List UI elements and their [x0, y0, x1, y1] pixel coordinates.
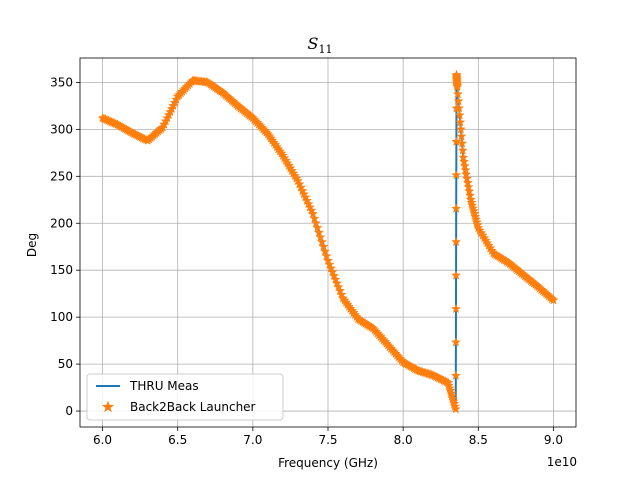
data-point-back2back-launcher — [450, 370, 461, 381]
data-point-back2back-launcher — [451, 203, 462, 213]
data-point-back2back-launcher — [452, 81, 463, 92]
data-point-back2back-launcher — [318, 241, 329, 252]
y-tick-label: 350 — [50, 75, 73, 89]
y-axis-label: Deg — [25, 233, 39, 257]
legend: THRU Meas Back2Back Launcher — [86, 373, 284, 421]
data-point-back2back-launcher — [316, 236, 328, 247]
x-axis-label: Frequency (GHz) — [278, 456, 378, 470]
y-tick-label: 150 — [50, 263, 73, 277]
data-point-back2back-launcher — [309, 213, 320, 223]
y-tick-label: 200 — [50, 216, 73, 230]
data-point-back2back-launcher — [336, 289, 347, 299]
data-point-back2back-launcher — [453, 95, 464, 106]
y-tick-label: 100 — [50, 310, 73, 324]
data-point-back2back-launcher — [451, 169, 462, 180]
data-point-back2back-launcher — [454, 102, 465, 113]
legend-marker-star — [101, 400, 115, 413]
data-point-back2back-launcher — [307, 208, 319, 219]
data-point-back2back-launcher — [319, 246, 331, 256]
data-point-back2back-launcher — [324, 259, 335, 269]
data-point-back2back-launcher — [454, 109, 465, 120]
data-point-back2back-launcher — [328, 270, 340, 281]
x-tick-label: 9.0 — [544, 433, 563, 447]
y-tick-label: 250 — [50, 169, 73, 183]
legend-label-thru: THRU Meas — [129, 379, 199, 393]
tick-layer: 6.0 6.5 7.0 7.5 8.0 8.5 9.0 0 50 100 150 200 250 300 3… — [50, 75, 563, 447]
data-point-back2back-launcher — [333, 281, 344, 292]
data-point-back2back-launcher — [455, 117, 466, 127]
x-tick-label: 8.5 — [469, 433, 488, 447]
x-tick-label: 6.5 — [168, 433, 187, 447]
x-tick-label: 7.0 — [243, 433, 262, 447]
data-point-back2back-launcher — [451, 136, 462, 147]
legend-box — [86, 373, 284, 421]
data-point-back2back-launcher — [450, 336, 461, 347]
data-point-back2back-launcher — [310, 217, 322, 228]
data-point-back2back-launcher — [457, 145, 468, 155]
data-layer — [97, 69, 559, 414]
x-tick-label: 6.0 — [93, 433, 112, 447]
data-point-back2back-launcher — [450, 303, 462, 314]
data-point-back2back-launcher — [452, 88, 463, 99]
data-point-back2back-launcher — [457, 138, 468, 148]
data-point-back2back-launcher — [334, 285, 346, 296]
data-point-back2back-launcher — [330, 274, 341, 284]
data-point-back2back-launcher — [321, 250, 332, 261]
data-point-back2back-launcher — [313, 227, 325, 237]
x-tick-label: 8.0 — [394, 433, 413, 447]
data-point-back2back-launcher — [312, 222, 323, 233]
data-point-back2back-launcher — [450, 403, 461, 414]
data-point-back2back-launcher — [315, 232, 326, 242]
data-point-back2back-launcher — [325, 263, 337, 273]
data-point-back2back-launcher — [451, 236, 462, 247]
data-point-back2back-launcher — [455, 124, 466, 134]
chart-title: S11 — [308, 34, 333, 56]
series-markers-back2back-launcher — [97, 69, 559, 414]
data-point-back2back-launcher — [331, 278, 343, 288]
data-point-back2back-launcher — [548, 294, 559, 305]
data-point-back2back-launcher — [327, 266, 338, 277]
x-axis-offset-label: 1e10 — [547, 455, 577, 469]
y-tick-label: 50 — [58, 357, 73, 371]
x-tick-label: 7.5 — [318, 433, 337, 447]
legend-label-back2back: Back2Back Launcher — [130, 400, 256, 414]
y-tick-label: 0 — [65, 404, 73, 418]
y-tick-label: 300 — [50, 122, 73, 136]
data-point-back2back-launcher — [322, 255, 334, 266]
data-point-back2back-launcher — [451, 270, 462, 280]
data-point-back2back-launcher — [456, 131, 467, 141]
